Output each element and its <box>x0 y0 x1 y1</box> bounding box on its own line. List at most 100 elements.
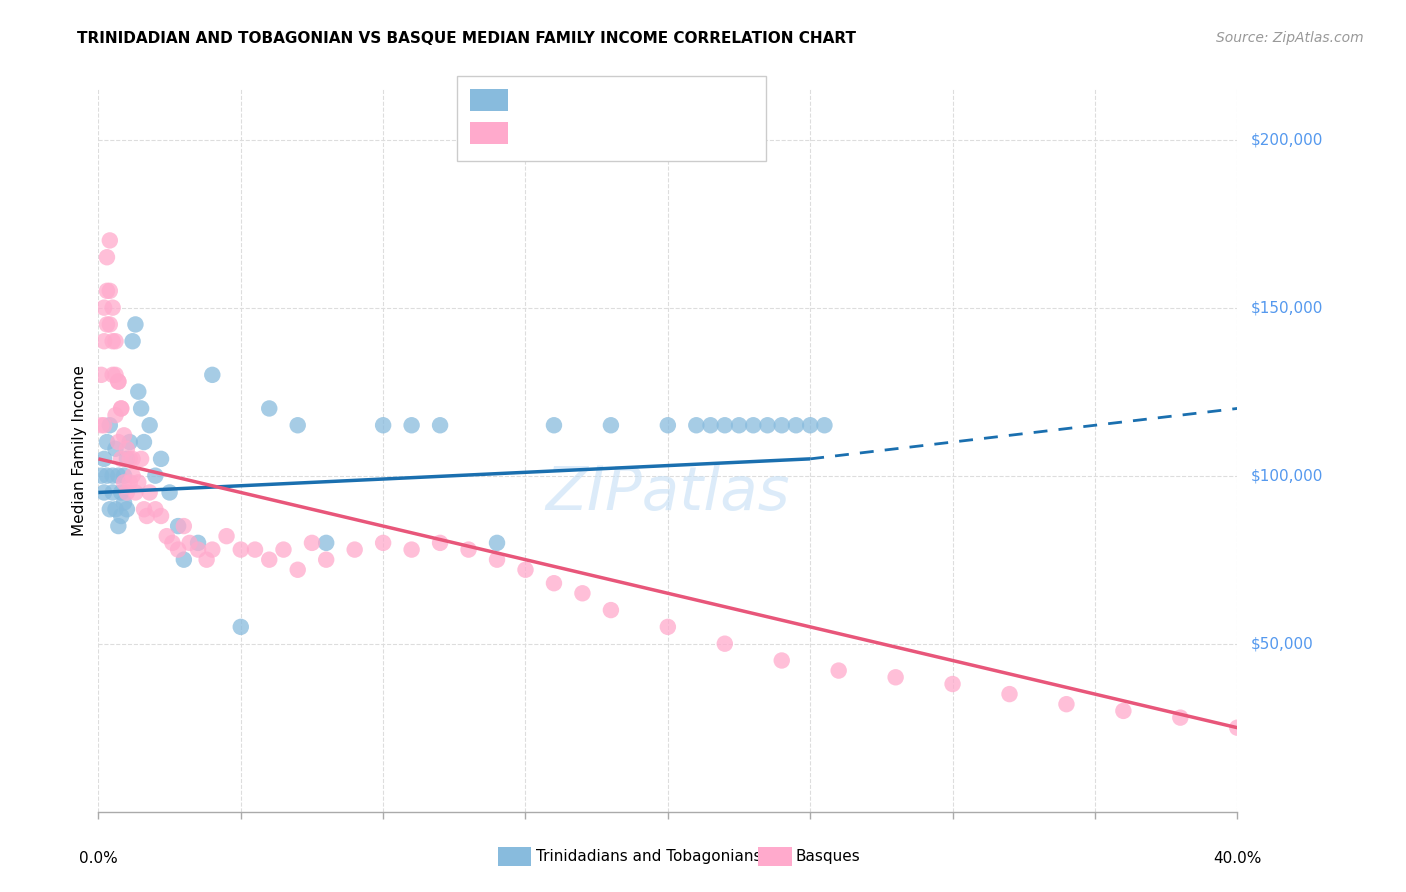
Point <box>96 468 118 483</box>
Point <box>104 442 127 456</box>
Point <box>685 418 707 433</box>
Point <box>115 451 138 466</box>
Point <box>98 502 121 516</box>
Text: 54: 54 <box>669 92 692 110</box>
Point <box>657 620 679 634</box>
Point <box>110 508 132 523</box>
Text: 0.0%: 0.0% <box>79 851 118 865</box>
Point <box>167 519 190 533</box>
Point <box>315 536 337 550</box>
Point <box>799 418 821 433</box>
Point <box>179 536 201 550</box>
Point <box>229 620 252 634</box>
Point <box>942 677 965 691</box>
Point <box>600 603 623 617</box>
Point <box>714 418 737 433</box>
Point <box>998 687 1021 701</box>
Text: R =: R = <box>517 125 554 143</box>
Point <box>101 468 124 483</box>
Point <box>145 502 167 516</box>
Point <box>104 334 127 349</box>
Point <box>104 502 127 516</box>
Point <box>127 384 149 399</box>
Point <box>1226 721 1249 735</box>
Text: 76: 76 <box>676 125 699 143</box>
Point <box>104 408 127 422</box>
Point <box>96 435 118 450</box>
Point <box>401 542 423 557</box>
Point <box>770 653 793 667</box>
Point <box>138 418 160 433</box>
Point <box>243 542 266 557</box>
Text: -0.394: -0.394 <box>560 125 619 143</box>
Point <box>301 536 323 550</box>
Point <box>118 451 141 466</box>
Point <box>96 284 118 298</box>
Point <box>104 368 127 382</box>
Point <box>373 418 395 433</box>
Point <box>187 542 209 557</box>
Point <box>714 637 737 651</box>
Point <box>728 418 751 433</box>
Point <box>110 401 132 416</box>
Point <box>287 418 309 433</box>
Point <box>515 563 537 577</box>
Point <box>112 475 135 490</box>
Point <box>118 475 141 490</box>
Point <box>401 418 423 433</box>
Text: $50,000: $50,000 <box>1251 636 1315 651</box>
Point <box>229 542 252 557</box>
Point <box>98 234 121 248</box>
Point <box>93 451 115 466</box>
Point <box>150 508 173 523</box>
Point <box>156 529 179 543</box>
Point <box>770 418 793 433</box>
Point <box>173 519 195 533</box>
Point <box>115 502 138 516</box>
Point <box>884 670 907 684</box>
Point <box>112 495 135 509</box>
Point <box>699 418 721 433</box>
Point <box>132 435 155 450</box>
Point <box>98 318 121 332</box>
Point <box>98 284 121 298</box>
Point <box>259 552 281 566</box>
Point <box>124 318 146 332</box>
Point <box>101 334 124 349</box>
Text: N =: N = <box>630 125 678 143</box>
Point <box>110 401 132 416</box>
Point <box>93 334 115 349</box>
Point <box>162 536 184 550</box>
Point <box>93 418 115 433</box>
Point <box>813 418 835 433</box>
Point <box>112 468 135 483</box>
Point <box>96 318 118 332</box>
Point <box>129 401 152 416</box>
Text: 40.0%: 40.0% <box>1213 851 1261 865</box>
Point <box>600 418 623 433</box>
Point <box>110 451 132 466</box>
Text: Source: ZipAtlas.com: Source: ZipAtlas.com <box>1216 31 1364 45</box>
Point <box>124 485 146 500</box>
Point <box>159 485 181 500</box>
Point <box>259 401 281 416</box>
Point <box>273 542 295 557</box>
Point <box>107 519 129 533</box>
Point <box>129 451 152 466</box>
Point <box>150 451 173 466</box>
Point <box>93 485 115 500</box>
Text: $200,000: $200,000 <box>1251 132 1323 147</box>
Text: 0.090: 0.090 <box>560 92 612 110</box>
Point <box>107 375 129 389</box>
Point <box>315 552 337 566</box>
Point <box>101 485 124 500</box>
Text: $100,000: $100,000 <box>1251 468 1323 483</box>
Point <box>1170 711 1192 725</box>
Point <box>98 418 121 433</box>
Text: $150,000: $150,000 <box>1251 300 1323 315</box>
Y-axis label: Median Family Income: Median Family Income <box>72 365 87 536</box>
Point <box>785 418 807 433</box>
Point <box>121 468 143 483</box>
Point <box>145 468 167 483</box>
Point <box>101 368 124 382</box>
